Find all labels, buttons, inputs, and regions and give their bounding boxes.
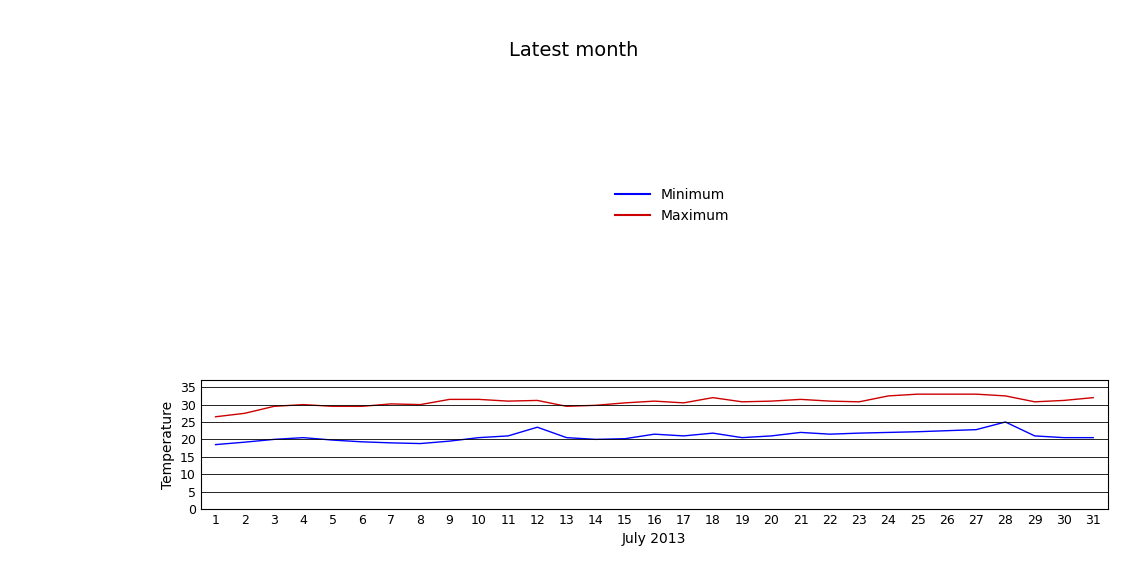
Text: Latest month: Latest month (510, 41, 638, 60)
Minimum (1027, 432, 1041, 439)
Maximum (793, 396, 807, 403)
Minimum (355, 438, 369, 445)
Maximum (1057, 397, 1071, 404)
Line: Minimum: Minimum (216, 422, 1093, 445)
Minimum (940, 427, 954, 434)
Minimum (852, 429, 866, 436)
Maximum (385, 400, 398, 407)
Minimum (502, 432, 515, 439)
Maximum (209, 413, 223, 420)
Minimum (999, 418, 1013, 425)
Maximum (589, 402, 603, 409)
Maximum (969, 391, 983, 398)
Minimum (238, 439, 251, 446)
Maximum (940, 391, 954, 398)
Maximum (326, 403, 340, 410)
Maximum (999, 393, 1013, 400)
Legend: Minimum, Maximum: Minimum, Maximum (610, 183, 735, 229)
Maximum (852, 398, 866, 405)
Maximum (882, 393, 895, 400)
Minimum (823, 431, 837, 438)
Maximum (1086, 394, 1100, 401)
Line: Maximum: Maximum (216, 394, 1093, 417)
Maximum (735, 398, 748, 405)
X-axis label: July 2013: July 2013 (622, 532, 687, 546)
Minimum (765, 432, 778, 439)
Minimum (530, 424, 544, 431)
Minimum (706, 429, 720, 436)
Minimum (209, 441, 223, 448)
Maximum (355, 403, 369, 410)
Maximum (267, 403, 281, 410)
Minimum (472, 434, 486, 441)
Minimum (1086, 434, 1100, 441)
Minimum (443, 438, 457, 445)
Maximum (910, 391, 924, 398)
Minimum (735, 434, 748, 441)
Minimum (793, 429, 807, 436)
Minimum (882, 429, 895, 436)
Maximum (560, 403, 574, 410)
Minimum (267, 436, 281, 443)
Maximum (823, 398, 837, 405)
Minimum (969, 426, 983, 433)
Maximum (238, 410, 251, 417)
Minimum (296, 434, 310, 441)
Maximum (472, 396, 486, 403)
Maximum (619, 400, 633, 407)
Minimum (910, 428, 924, 435)
Maximum (443, 396, 457, 403)
Maximum (296, 401, 310, 408)
Minimum (385, 439, 398, 446)
Maximum (1027, 398, 1041, 405)
Minimum (413, 440, 427, 447)
Maximum (676, 400, 690, 407)
Minimum (676, 432, 690, 439)
Maximum (530, 397, 544, 404)
Minimum (589, 436, 603, 443)
Maximum (413, 401, 427, 408)
Maximum (647, 398, 661, 405)
Minimum (326, 436, 340, 443)
Minimum (560, 434, 574, 441)
Minimum (647, 431, 661, 438)
Minimum (1057, 434, 1071, 441)
Y-axis label: Temperature: Temperature (161, 401, 174, 488)
Maximum (502, 398, 515, 405)
Maximum (765, 398, 778, 405)
Minimum (619, 435, 633, 442)
Maximum (706, 394, 720, 401)
